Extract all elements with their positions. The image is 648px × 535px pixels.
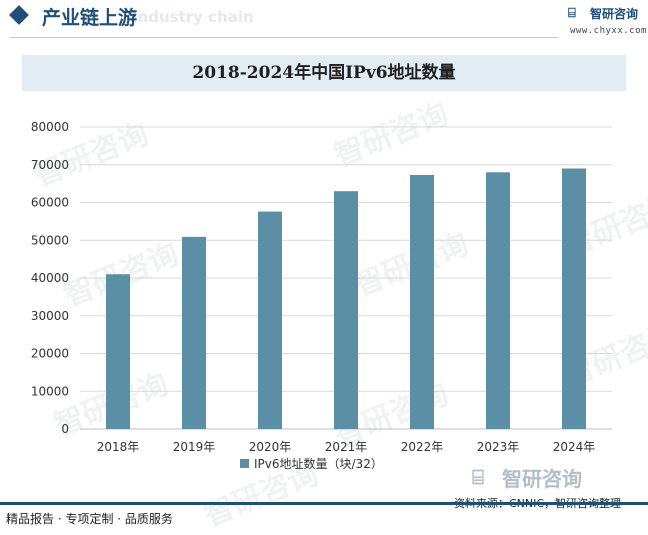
x-tick-label: 2022年 [401, 440, 444, 454]
footer-tagline: 精品报告 · 专项定制 · 品质服务 [6, 512, 173, 526]
footer-rule [0, 502, 648, 505]
brand-logo: ⌸ 智研咨询 www.chyxx.com [568, 5, 647, 39]
chart-title: 2018-2024年中国IPv6地址数量 [192, 63, 456, 83]
y-tick-label: 40000 [31, 271, 69, 285]
legend-swatch [240, 459, 249, 468]
y-tick-label: 80000 [31, 120, 69, 134]
bar [182, 236, 206, 429]
bottom-brand-name: 智研咨询 [502, 467, 582, 491]
x-tick-label: 2020年 [249, 440, 292, 454]
y-tick-label: 50000 [31, 233, 69, 247]
y-tick-label: 60000 [31, 196, 69, 210]
brand-logo-icon: ⌸ [568, 6, 576, 21]
page-header: Industry chain 产业链上游 [0, 0, 648, 38]
section-title: 产业链上游 [42, 7, 138, 29]
x-tick-label: 2024年 [553, 440, 596, 454]
header-ghost-text: Industry chain [132, 8, 254, 26]
x-tick-label: 2018年 [97, 440, 140, 454]
bar [106, 274, 130, 429]
header-divider [10, 37, 558, 38]
bar [258, 211, 282, 429]
brand-url: www.chyxx.com [570, 26, 647, 36]
y-tick-label: 20000 [31, 347, 69, 361]
y-tick-label: 0 [61, 422, 69, 436]
y-tick-label: 10000 [31, 384, 69, 398]
y-tick-label: 70000 [31, 158, 69, 172]
x-tick-label: 2019年 [173, 440, 216, 454]
bar [562, 168, 586, 429]
x-tick-label: 2021年 [325, 440, 368, 454]
x-tick-label: 2023年 [477, 440, 520, 454]
bar [334, 191, 358, 429]
chart-title-bar: 2018-2024年中国IPv6地址数量 [22, 55, 626, 91]
legend-label: IPv6地址数量（块/32） [254, 456, 383, 471]
y-tick-label: 30000 [31, 309, 69, 323]
bar [410, 174, 434, 429]
bottom-brand-logo-icon: ⌸ [472, 465, 484, 489]
bar [486, 172, 510, 430]
brand-name: 智研咨询 [590, 7, 639, 21]
